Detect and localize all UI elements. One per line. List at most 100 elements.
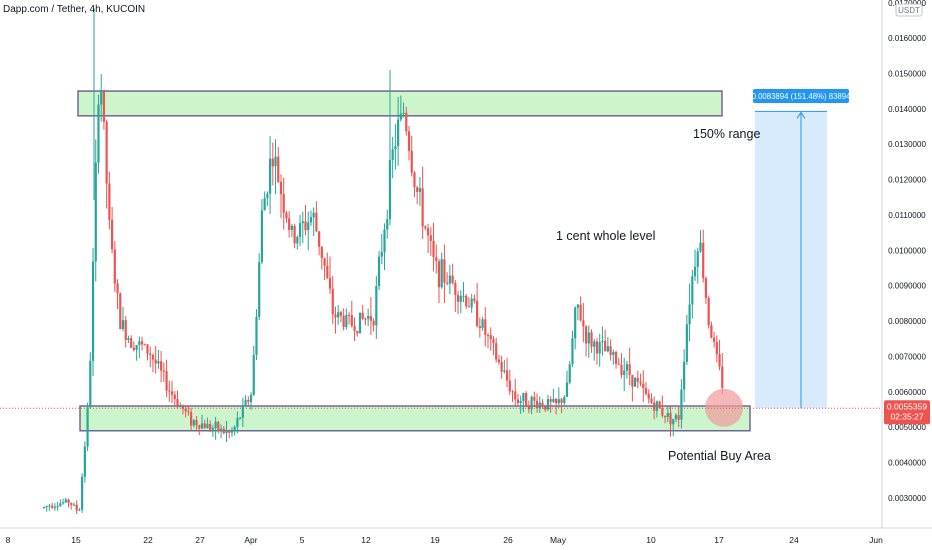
candle-body (94, 162, 97, 262)
candle-body (522, 393, 525, 402)
candle-body (478, 326, 481, 329)
candle-body (446, 282, 449, 284)
candle-body (557, 399, 560, 404)
candle-body (644, 388, 648, 394)
candle-body (549, 399, 552, 402)
candle-body (149, 353, 152, 356)
candle-body (274, 156, 277, 167)
candle-body (402, 112, 405, 114)
time-tick-label: 17 (714, 535, 724, 545)
candle-body (135, 344, 138, 350)
candle-body (252, 355, 255, 395)
current-price-value: 0.0055359 (887, 401, 927, 411)
price-axis[interactable]: 0.01700000.01600000.01500000.01400000.01… (881, 0, 926, 528)
price-tick-label: 0.0090000 (888, 282, 926, 291)
candle-body (421, 188, 424, 227)
candle-body (617, 363, 620, 365)
candle-body (72, 504, 76, 506)
candle-body (601, 340, 604, 342)
candle-body (187, 411, 190, 413)
time-tick-label: Apr (244, 535, 257, 545)
candle-body (696, 251, 699, 267)
candle-body (179, 405, 182, 408)
candle-body (397, 119, 400, 147)
candle-body (56, 505, 59, 507)
countdown-timer: 02:35:27 (890, 411, 923, 421)
candle-body (663, 415, 667, 418)
candle-body (459, 295, 462, 302)
candle-body (285, 212, 288, 219)
candle-body (113, 249, 116, 284)
candle-body (124, 320, 127, 341)
candle-body (715, 341, 718, 355)
candle-body (713, 337, 716, 342)
candle-body (674, 415, 678, 420)
candle-body (710, 325, 713, 338)
price-tick-label: 0.0050000 (888, 423, 926, 432)
candle-body (661, 408, 664, 416)
candle-body (388, 159, 392, 220)
price-tick-label: 0.0140000 (888, 105, 926, 114)
candle-body (672, 419, 675, 425)
candle-body (538, 402, 541, 409)
candle-body (473, 298, 476, 301)
candle-body (399, 113, 402, 120)
time-tick-label: Jun (869, 535, 883, 545)
candle-body (456, 295, 460, 302)
candle-body (323, 258, 326, 266)
candle-body (102, 89, 106, 122)
candle-body (236, 418, 239, 427)
candle-body (552, 398, 555, 402)
time-axis[interactable]: 8 15 22 27 Apr 5 12 19 26 May 10 17 24 Jun (0, 527, 932, 545)
price-tick-label: 0.0130000 (888, 140, 926, 149)
measure-tool[interactable] (755, 110, 827, 409)
candle-body (405, 112, 408, 132)
candle-body (184, 408, 187, 412)
candle-body (614, 351, 618, 364)
candle-body (465, 295, 468, 307)
measure-label-badge: 0.0083894 (151.48%) 83894 (752, 89, 851, 103)
candle-body (563, 396, 566, 403)
price-tick-label: 0.0150000 (888, 69, 926, 78)
candle-body (91, 261, 95, 361)
candle-body (593, 341, 596, 347)
candle-body (718, 354, 721, 367)
candle-body (230, 431, 234, 433)
candle-body (78, 509, 81, 511)
candle-body (326, 265, 329, 278)
currency-label: USDT (898, 6, 920, 15)
price-tick-label: 0.0080000 (888, 317, 926, 326)
candle-body (669, 412, 672, 425)
annotation-buy-area-label: Potential Buy Area (668, 449, 771, 463)
candle-body (505, 370, 509, 381)
time-tick-label: 24 (789, 535, 799, 545)
candle-body (75, 504, 78, 511)
price-tick-label: 0.0160000 (888, 34, 926, 43)
candle-body (189, 412, 193, 426)
candle-body (511, 391, 514, 393)
candle-body (541, 402, 544, 407)
candle-body (435, 257, 438, 262)
candle-body (533, 396, 536, 401)
candle-body (416, 187, 419, 192)
candle-body (628, 364, 631, 376)
candle-body (394, 146, 397, 150)
candle-body (495, 343, 498, 360)
candle-body (222, 428, 225, 434)
candle-body (337, 312, 340, 318)
candle-body (168, 390, 171, 392)
candle-body (334, 314, 337, 318)
candle-body (623, 370, 626, 375)
candle-body (111, 219, 114, 250)
candle-body (432, 240, 435, 258)
candle-body (636, 377, 639, 382)
time-tick-label: 10 (646, 535, 656, 545)
candle-body (170, 391, 174, 395)
candle-body (407, 131, 411, 151)
candle-body (655, 401, 658, 411)
candle-body (530, 396, 533, 410)
price-tick-label: 0.0040000 (888, 459, 926, 468)
candle-body (516, 399, 520, 404)
annotation-whole-level-label: 1 cent whole level (556, 229, 655, 243)
